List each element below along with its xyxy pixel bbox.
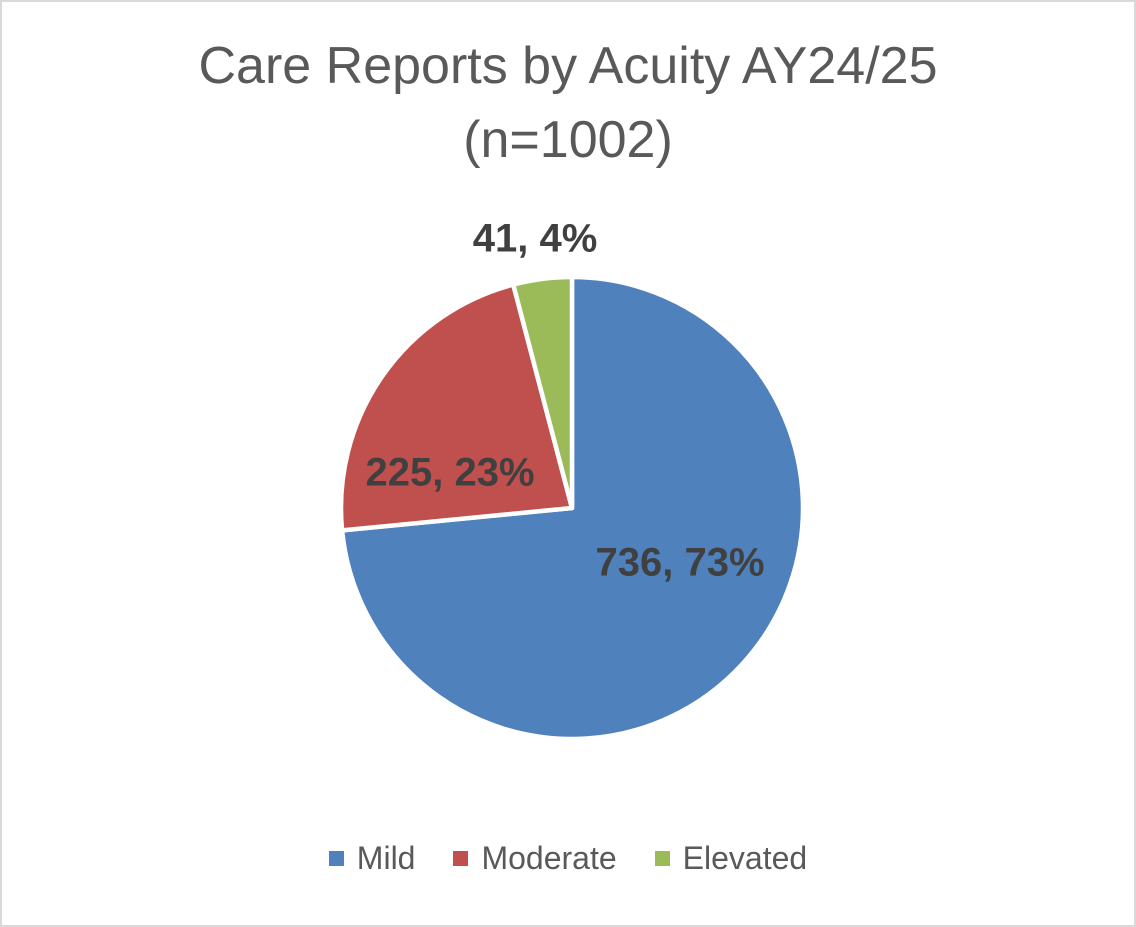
- legend-label-moderate: Moderate: [481, 840, 617, 876]
- chart-title-line1: Care Reports by Acuity AY24/25: [198, 37, 938, 95]
- legend-label-elevated: Elevated: [682, 840, 808, 876]
- data-label-elevated: 41, 4%: [472, 216, 598, 261]
- chart-title: Care Reports by Acuity AY24/25 (n=1002): [2, 30, 1134, 178]
- legend-item-elevated: Elevated: [654, 840, 808, 877]
- legend: Mild Moderate Elevated: [2, 840, 1134, 877]
- legend-label-mild: Mild: [356, 840, 416, 876]
- legend-item-mild: Mild: [328, 840, 416, 877]
- chart-title-line2: (n=1002): [463, 110, 673, 169]
- legend-swatch-mild: [328, 851, 344, 866]
- legend-swatch-elevated: [654, 851, 670, 866]
- data-label-moderate: 225, 23%: [365, 450, 535, 495]
- legend-swatch-moderate: [453, 851, 469, 866]
- data-label-mild: 736, 73%: [595, 540, 765, 585]
- pie-slice-elevated: [511, 274, 575, 511]
- pie-slice-moderate: [338, 282, 575, 533]
- legend-item-moderate: Moderate: [453, 840, 617, 877]
